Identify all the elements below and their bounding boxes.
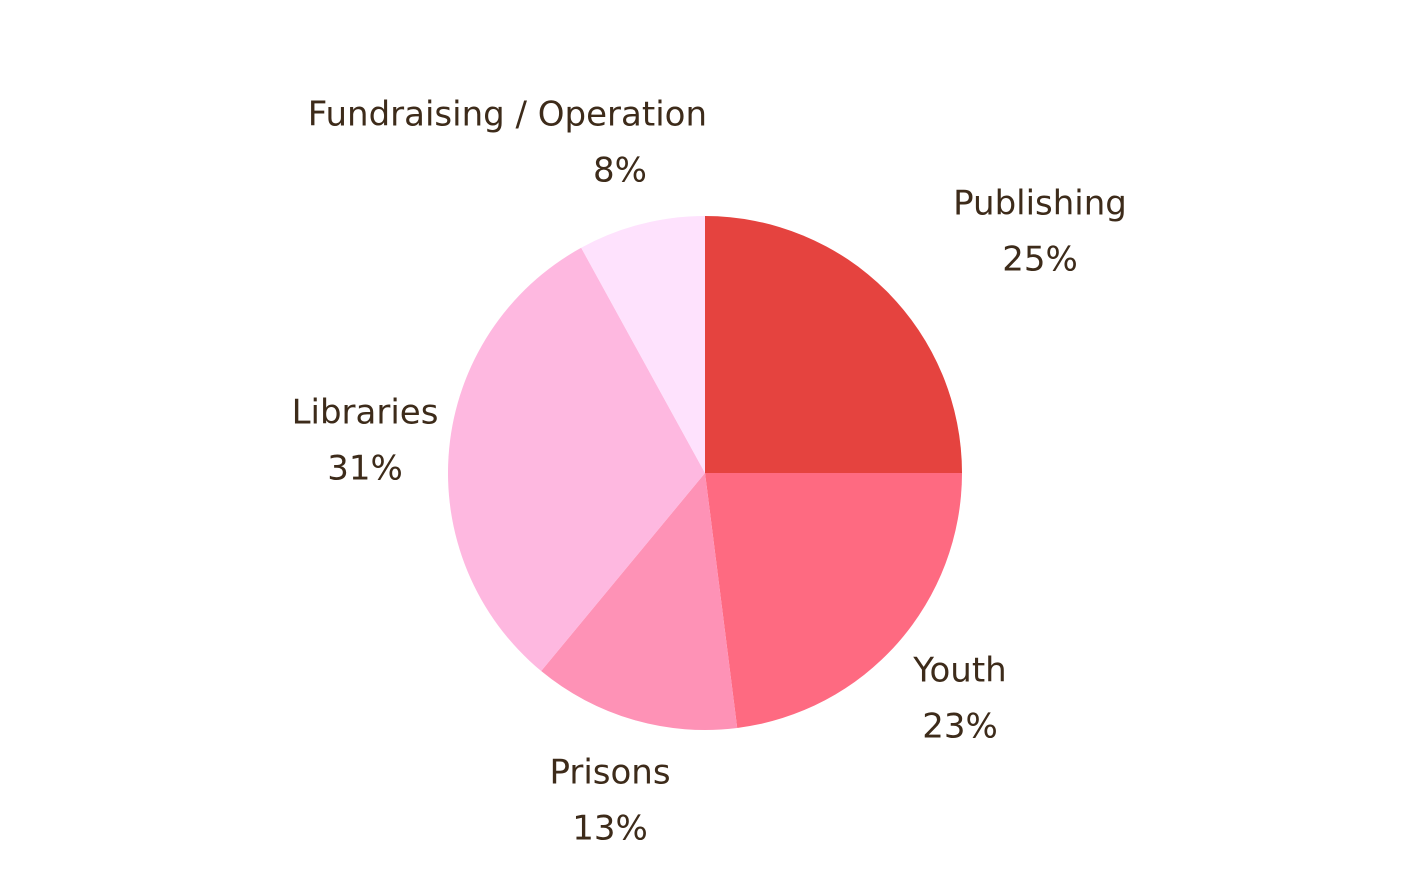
pie-slice	[705, 216, 962, 473]
pie-slice	[541, 473, 738, 730]
slice-value-label: 25%	[1002, 240, 1078, 280]
pie-slice	[448, 247, 705, 672]
slice-value-label: 8%	[593, 151, 647, 191]
slice-value-label: 13%	[572, 809, 648, 849]
slice-label: Prisons	[549, 753, 670, 793]
slice-label: Publishing	[953, 184, 1127, 224]
slice-label: Fundraising / Operation	[308, 95, 707, 135]
slice-label: Youth	[912, 651, 1006, 691]
pie-slice	[705, 473, 962, 728]
slice-value-label: 23%	[922, 707, 998, 747]
slice-label: Libraries	[292, 393, 439, 433]
slice-value-label: 31%	[327, 449, 403, 489]
pie-slice	[581, 216, 705, 473]
